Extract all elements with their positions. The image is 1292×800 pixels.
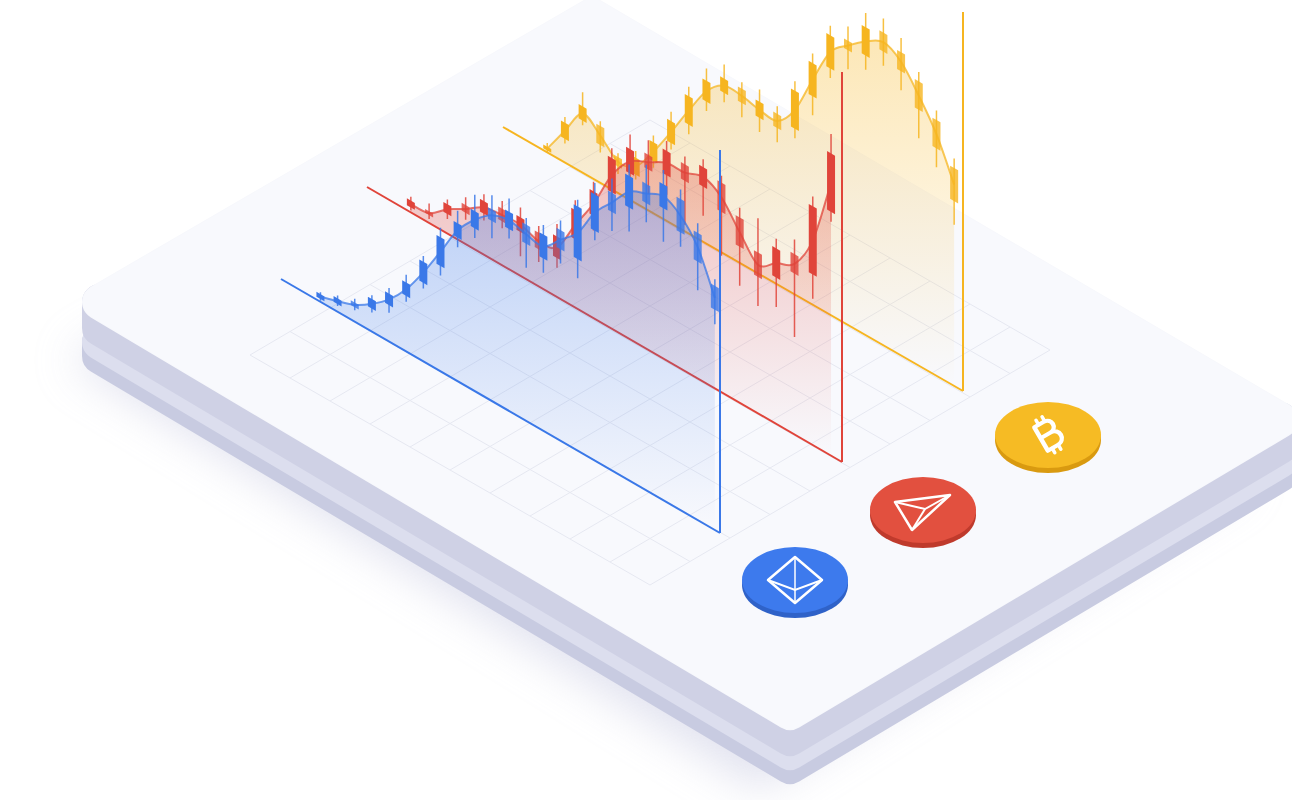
candle-body	[557, 228, 565, 252]
candle-body	[522, 222, 530, 246]
candle-body	[659, 182, 667, 211]
candle-body	[720, 76, 728, 95]
candle-body	[625, 174, 633, 210]
candle-body	[681, 162, 689, 183]
candle-body	[791, 89, 799, 131]
candle-body	[471, 209, 479, 231]
candle-body	[915, 79, 923, 112]
candle-body	[608, 191, 616, 215]
ethereum-coin	[742, 547, 848, 618]
candle-body	[425, 209, 433, 218]
plot-area	[316, 164, 718, 530]
candle-body	[539, 232, 547, 261]
y-axis-line	[841, 72, 843, 462]
candle-body	[862, 25, 870, 58]
candle-body	[462, 203, 470, 215]
candle-body	[505, 209, 513, 231]
candle-body	[827, 151, 835, 214]
candle-body	[711, 284, 719, 313]
candle-body	[561, 120, 569, 141]
trend-area	[320, 191, 714, 530]
candle-body	[626, 147, 634, 176]
upper-slab-top	[100, 16, 1280, 712]
candle-body	[443, 202, 451, 216]
candle-body	[574, 204, 582, 261]
tron-inner	[912, 509, 925, 530]
candle-body	[419, 259, 427, 285]
candle-body	[407, 198, 415, 209]
illustration	[0, 0, 1292, 800]
candle-body	[685, 94, 693, 127]
candle-body	[579, 104, 587, 123]
candle-body	[591, 192, 599, 233]
candle-body	[454, 221, 462, 240]
platform-surface	[100, 16, 1280, 712]
candle-body	[756, 99, 764, 120]
candle-body	[436, 235, 444, 268]
tron-coin	[870, 477, 976, 548]
candle-body	[699, 165, 707, 189]
candle-body	[950, 166, 958, 204]
candle-body	[736, 215, 744, 249]
candle-body	[642, 182, 650, 206]
bitcoin-coin	[995, 402, 1101, 473]
candle-body	[385, 291, 393, 307]
coin-face	[742, 547, 848, 613]
candle-body	[826, 33, 834, 71]
candle-body	[351, 300, 359, 309]
candle-body	[932, 118, 940, 151]
candle-body	[809, 61, 817, 99]
candle-body	[791, 252, 799, 276]
bitcoin-glyph	[1032, 413, 1068, 455]
tron-inner	[895, 495, 950, 509]
eth-spine	[794, 557, 796, 603]
y-axis-line	[719, 150, 721, 533]
candle-body	[368, 297, 376, 311]
candle-body	[717, 180, 725, 214]
x-axis-line	[281, 279, 720, 533]
candle-body	[897, 50, 905, 74]
candle-body	[738, 86, 746, 105]
candle-body	[702, 79, 710, 104]
candle-body	[596, 124, 604, 148]
candle-body	[772, 246, 780, 280]
tron-outline	[895, 495, 950, 530]
candle-body	[334, 296, 342, 306]
eth-outline	[768, 557, 822, 603]
bitcoin-bars	[1036, 417, 1061, 453]
candle-body	[879, 30, 887, 54]
candle-body	[402, 280, 410, 298]
y-axis-line	[962, 12, 964, 391]
candle-body	[809, 204, 817, 277]
candlestick-chart	[281, 150, 720, 533]
candle-body	[694, 231, 702, 264]
candle-body	[844, 38, 852, 52]
candle-body	[677, 197, 685, 235]
candle-body	[667, 119, 675, 145]
candle-body	[488, 207, 496, 223]
trend-line	[320, 191, 714, 305]
coin-face	[995, 402, 1101, 468]
candle-body	[480, 199, 488, 216]
coin-face	[870, 477, 976, 543]
candle-body	[773, 112, 781, 131]
candle-body	[754, 250, 762, 279]
